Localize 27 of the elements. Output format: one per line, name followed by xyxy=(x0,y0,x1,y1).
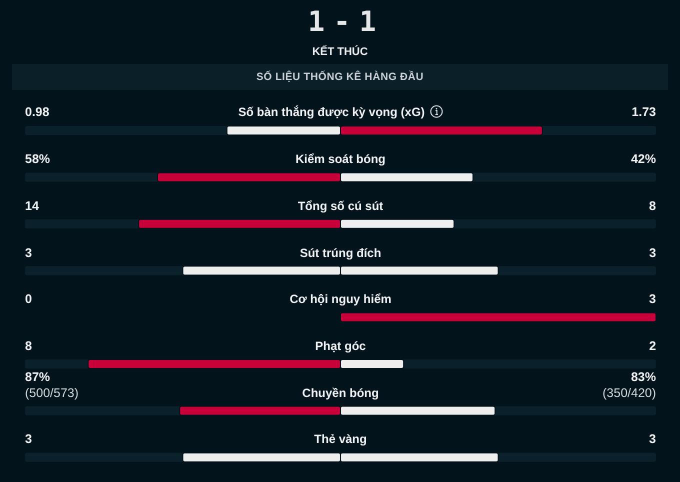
annotation: 8 xyxy=(649,198,656,214)
annotation: 3 xyxy=(649,291,656,308)
y-tick-label: Phạt góc xyxy=(315,338,366,354)
text: 3 xyxy=(25,431,32,448)
y-tick-label: Số bàn thắng được kỳ vọng (xG) xyxy=(238,104,426,120)
annotation: 83% (350/420) xyxy=(602,368,656,401)
y-tick-label: Cơ hội nguy hiểm xyxy=(290,291,392,308)
y-tick-label: Chuyền bóng xyxy=(302,384,379,401)
text: 58% xyxy=(25,151,50,168)
annotation: 3 xyxy=(649,431,656,448)
text: 3 xyxy=(25,244,32,261)
text: 14 xyxy=(25,198,39,214)
text: 87% (500/573) xyxy=(25,368,79,401)
annotation: 42% xyxy=(630,151,656,168)
y-tick-label: Kiểm soát bóng xyxy=(296,151,386,168)
text: 0.98 xyxy=(25,104,50,120)
y-tick-label: Thẻ vàng xyxy=(314,431,367,448)
annotation: 2 xyxy=(649,338,656,354)
annotation: 3 xyxy=(649,244,656,261)
y-tick-label: Tổng số cú sút xyxy=(298,198,384,214)
text: SỐ LIỆU THỐNG KÊ HÀNG ĐẦU xyxy=(12,64,668,90)
annotation: 1.73 xyxy=(632,104,656,120)
chart-title: 1 - 1 xyxy=(306,5,374,39)
chart-subtitle: KẾT THÚC xyxy=(311,44,369,60)
y-tick-label: Sút trúng đích xyxy=(300,244,382,261)
text: 8 xyxy=(25,338,32,354)
text: 0 xyxy=(25,291,32,308)
